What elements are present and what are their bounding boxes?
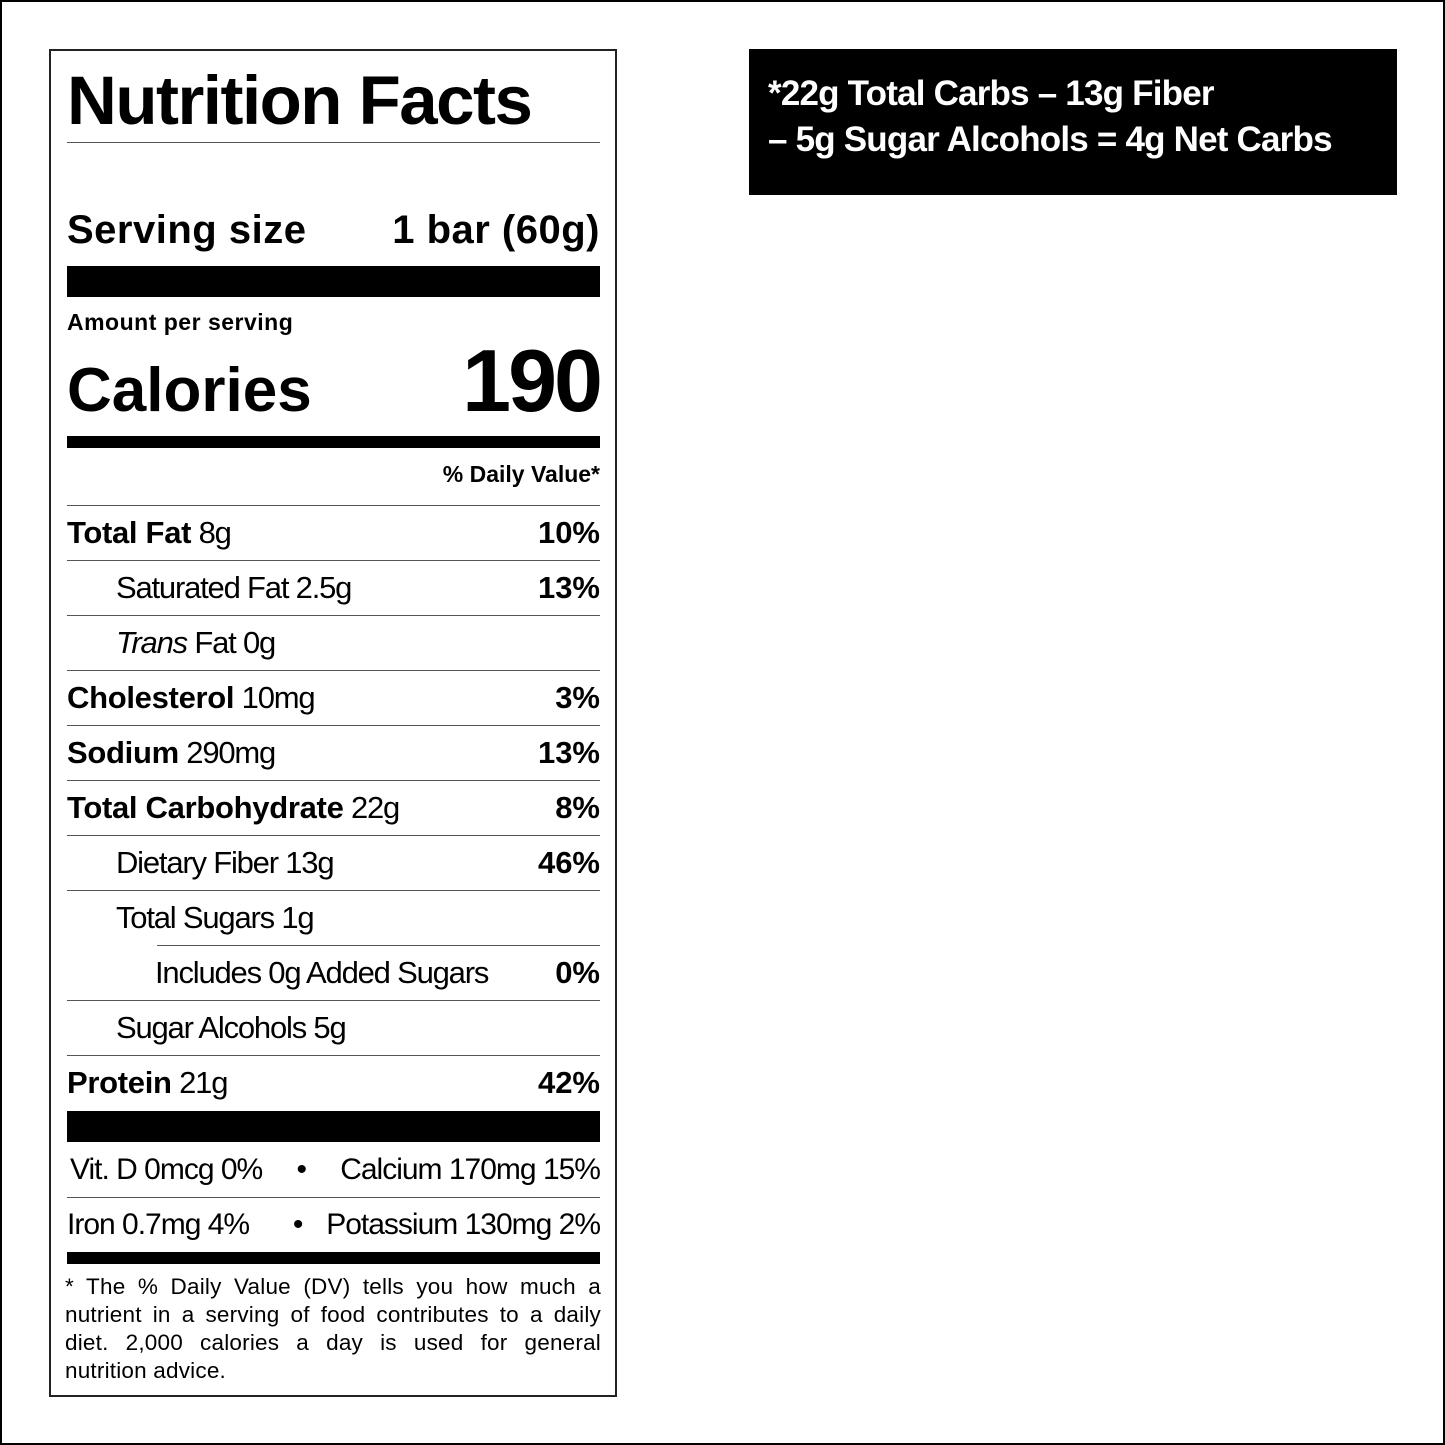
nutrient-name: Trans Fat 0g [67, 625, 276, 661]
divider [67, 560, 600, 561]
nutrient-label: Cholesterol [67, 680, 235, 715]
nutrient-label: Protein [67, 1065, 172, 1100]
divider [67, 890, 600, 891]
medium-divider [67, 1252, 600, 1264]
nutrient-name: Includes 0g Added Sugars [67, 955, 489, 991]
nutrient-name: Cholesterol 10mg [67, 680, 316, 716]
nutrient-amount: 0g [243, 625, 276, 660]
nutrient-name: Saturated Fat 2.5g [67, 570, 353, 606]
nutrient-row: Trans Fat 0g [67, 616, 600, 670]
nutrient-row: Saturated Fat 2.5g 13% [67, 561, 600, 615]
footnote: * The % Daily Value (DV) tells you how m… [65, 1273, 601, 1385]
nutrient-amount: 22g [350, 790, 400, 825]
calories-label: Calories [67, 356, 312, 425]
nutrient-amount: 2.5g [295, 570, 353, 605]
nutrient-row: Includes 0g Added Sugars 0% [67, 946, 600, 1000]
nutrient-label: Includes 0g Added Sugars [155, 955, 489, 990]
nutrient-daily-value: 42% [537, 1065, 600, 1100]
net-carbs-line-2: – 5g Sugar Alcohols = 4g Net Carbs [768, 120, 1333, 159]
divider [67, 780, 600, 781]
net-carbs-line-1: *22g Total Carbs – 13g Fiber [768, 74, 1215, 113]
net-carbs-callout: *22g Total Carbs – 13g Fiber – 5g Sugar … [749, 49, 1397, 195]
divider [67, 1055, 600, 1056]
nutrient-amount: 1g [281, 900, 314, 935]
nutrient-label: Total Sugars [116, 900, 275, 935]
divider [67, 670, 600, 671]
nutrient-row: Total Sugars 1g [67, 891, 600, 945]
nutrient-name: Dietary Fiber 13g [67, 845, 335, 881]
nutrient-amount: 5g [313, 1010, 346, 1045]
vitamin-left: Vit. D 0mcg 0% [70, 1153, 263, 1186]
nutrient-name-italic: Trans [116, 625, 188, 660]
divider [67, 505, 600, 506]
bullet-separator: • [292, 1208, 303, 1241]
nutrient-row: Protein 21g 42% [67, 1056, 600, 1110]
divider [67, 725, 600, 726]
nutrient-row: Total Fat 8g 10% [67, 506, 600, 560]
nutrient-row: Cholesterol 10mg 3% [67, 671, 600, 725]
nutrient-label: Sodium [67, 735, 179, 770]
divider [67, 1000, 600, 1001]
nutrient-name: Sodium 290mg [67, 735, 276, 771]
medium-divider [67, 436, 600, 448]
nutrient-row: Sodium 290mg 13% [67, 726, 600, 780]
nutrient-name: Protein 21g [67, 1065, 228, 1101]
divider [67, 1197, 600, 1198]
nutrient-list: Total Fat 8g 10% Saturated Fat 2.5g 13% Tran… [67, 505, 600, 1110]
divider [67, 142, 600, 143]
nutrient-amount: 290mg [186, 735, 276, 770]
divider [67, 835, 600, 836]
nutrient-daily-value: 0% [555, 955, 600, 990]
vitamin-left: Iron 0.7mg 4% [67, 1208, 250, 1241]
serving-size-value: 1 bar (60g) [392, 208, 600, 252]
footnote-text: The % Daily Value (DV) tells you how muc… [65, 1274, 601, 1383]
label-title: Nutrition Facts [67, 62, 533, 139]
nutrient-daily-value: 10% [537, 515, 600, 550]
vitamin-row: Vit. D 0mcg 0% • Calcium 170mg 15% [67, 1143, 601, 1197]
nutrient-daily-value: 8% [555, 790, 600, 825]
serving-size-label: Serving size [67, 208, 307, 252]
nutrient-label: Total Carbohydrate [67, 790, 344, 825]
nutrient-amount: 21g [179, 1065, 228, 1100]
vitamin-row: Iron 0.7mg 4% • Potassium 130mg 2% [67, 1198, 601, 1252]
nutrient-amount: 13g [285, 845, 334, 880]
nutrient-amount: 10mg [241, 680, 316, 715]
nutrient-daily-value: 46% [537, 845, 600, 880]
nutrient-name: Sugar Alcohols 5g [67, 1010, 347, 1046]
nutrient-label: Dietary Fiber [116, 845, 279, 880]
divider [157, 945, 600, 946]
nutrient-daily-value: 3% [555, 680, 600, 715]
serving-size: Serving size 1 bar (60g) [67, 205, 600, 255]
footnote-star: * [65, 1274, 74, 1299]
calories-value: 190 [462, 331, 603, 430]
nutrient-row: Sugar Alcohols 5g [67, 1001, 600, 1055]
daily-value-header: % Daily Value* [442, 461, 600, 487]
nutrition-facts-label: Nutrition Facts Serving size 1 bar (60g)… [49, 49, 617, 1397]
nutrient-label: Sugar Alcohols [116, 1010, 307, 1045]
thick-divider [67, 1111, 600, 1142]
vitamin-right: Potassium 130mg 2% [326, 1208, 601, 1241]
nutrient-row: Total Carbohydrate 22g 8% [67, 781, 600, 835]
nutrient-name: Total Fat 8g [67, 515, 232, 551]
nutrient-label: Total Fat [67, 515, 192, 550]
nutrient-name: Total Carbohydrate 22g [67, 790, 400, 826]
nutrient-label: Saturated Fat [116, 570, 289, 605]
nutrient-daily-value: 13% [537, 735, 600, 770]
bullet-separator: • [296, 1153, 306, 1186]
nutrient-daily-value: 13% [537, 570, 600, 605]
amount-per-serving: Amount per serving [67, 309, 294, 335]
divider [67, 615, 600, 616]
vitamin-list: Vit. D 0mcg 0% • Calcium 170mg 15% Iron 0… [67, 1143, 601, 1252]
nutrient-row: Dietary Fiber 13g 46% [67, 836, 600, 890]
nutrient-amount: 8g [198, 515, 232, 550]
calories-row: Calories 190 [67, 331, 603, 431]
thick-divider [67, 266, 600, 297]
nutrient-name: Total Sugars 1g [67, 900, 315, 936]
nutrient-label: Fat [194, 625, 236, 660]
vitamin-right: Calcium 170mg 15% [340, 1153, 601, 1186]
